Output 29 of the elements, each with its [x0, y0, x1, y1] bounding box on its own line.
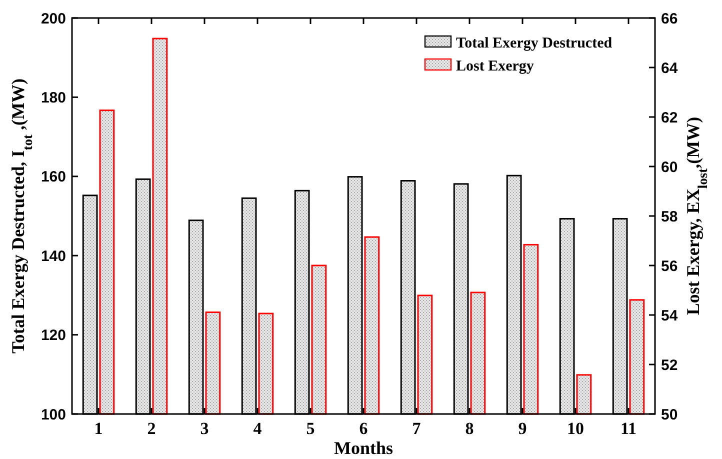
legend-label: Lost Exergy [456, 58, 534, 74]
y-tick-label: 140 [40, 248, 66, 265]
y2-tick-label: 62 [661, 109, 678, 126]
x-tick-label: 9 [518, 419, 527, 438]
y2-tick-label: 56 [661, 258, 678, 275]
x-tick-label: 10 [567, 419, 584, 438]
x-tick-label: 1 [94, 419, 103, 438]
y2-tick-label: 50 [661, 406, 678, 424]
x-tick-label: 11 [620, 419, 637, 438]
x-tick-label: 8 [465, 419, 474, 438]
y-tick-label: 120 [40, 327, 66, 344]
y-tick-label: 100 [40, 406, 66, 424]
y2-tick-label: 66 [661, 10, 678, 28]
legend-label: Total Exergy Destructed [456, 35, 613, 52]
y2-tick-label: 54 [661, 307, 678, 324]
x-tick-label: 7 [412, 419, 422, 438]
y-tick-label: 160 [40, 168, 66, 186]
x-tick-label: 2 [147, 419, 156, 438]
x-tick-label: 6 [359, 419, 368, 438]
y2-tick-label: 64 [661, 60, 678, 77]
x-tick-label: 5 [306, 419, 315, 438]
y-tick-label: 200 [40, 10, 66, 28]
x-tick-label: 3 [200, 419, 209, 438]
y-tick-label: 180 [40, 89, 66, 106]
y2-tick-label: 58 [661, 208, 678, 226]
x-axis-title: Months [334, 438, 394, 458]
x-tick-label: 4 [253, 419, 262, 438]
y2-tick-label: 60 [661, 158, 678, 176]
y2-tick-label: 52 [661, 356, 678, 374]
